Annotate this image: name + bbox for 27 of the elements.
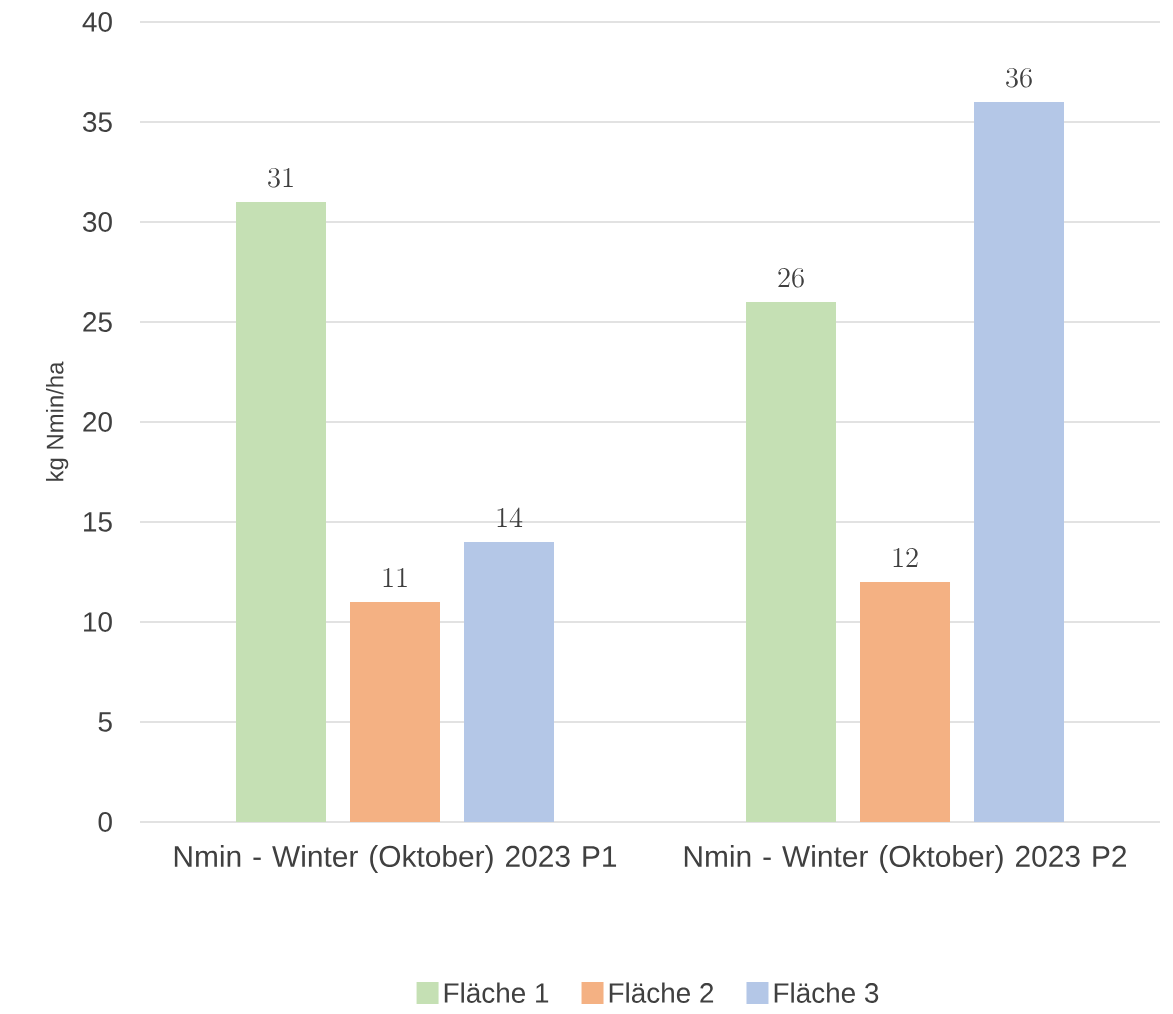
x-tick-label: Nmin - Winter (Oktober) 2023 P1: [174, 845, 617, 873]
bar: [350, 602, 440, 822]
y-tick-label: 15: [84, 512, 112, 532]
data-label: 26: [778, 267, 804, 288]
legend-label: Fläche 3: [774, 982, 879, 1003]
bar: [236, 202, 326, 822]
y-tick-label: 35: [82, 112, 112, 132]
y-axis-title: kg Nmin/ha: [45, 361, 69, 481]
bar: [746, 302, 837, 822]
y-tick-label: 30: [82, 212, 112, 232]
data-label: 11: [383, 567, 407, 587]
bar: [974, 102, 1065, 822]
y-tick-label: 25: [83, 312, 112, 332]
y-tick-label: 0: [98, 812, 112, 832]
data-label: 14: [497, 507, 523, 527]
y-tick-label: 40: [82, 12, 112, 32]
x-tick-label: Nmin - Winter (Oktober) 2023 P2: [684, 845, 1127, 873]
y-tick-label: 20: [83, 412, 112, 432]
y-tick-label: 5: [98, 712, 112, 732]
y-tick-label: 10: [84, 612, 112, 632]
legend-label: Fläche 2: [609, 982, 714, 1003]
data-label: 12: [893, 547, 918, 567]
bar: [464, 542, 555, 822]
bar: [860, 582, 951, 822]
legend-label: Fläche 1: [444, 982, 549, 1003]
data-label: 36: [1006, 67, 1032, 88]
data-label: 31: [268, 167, 293, 188]
